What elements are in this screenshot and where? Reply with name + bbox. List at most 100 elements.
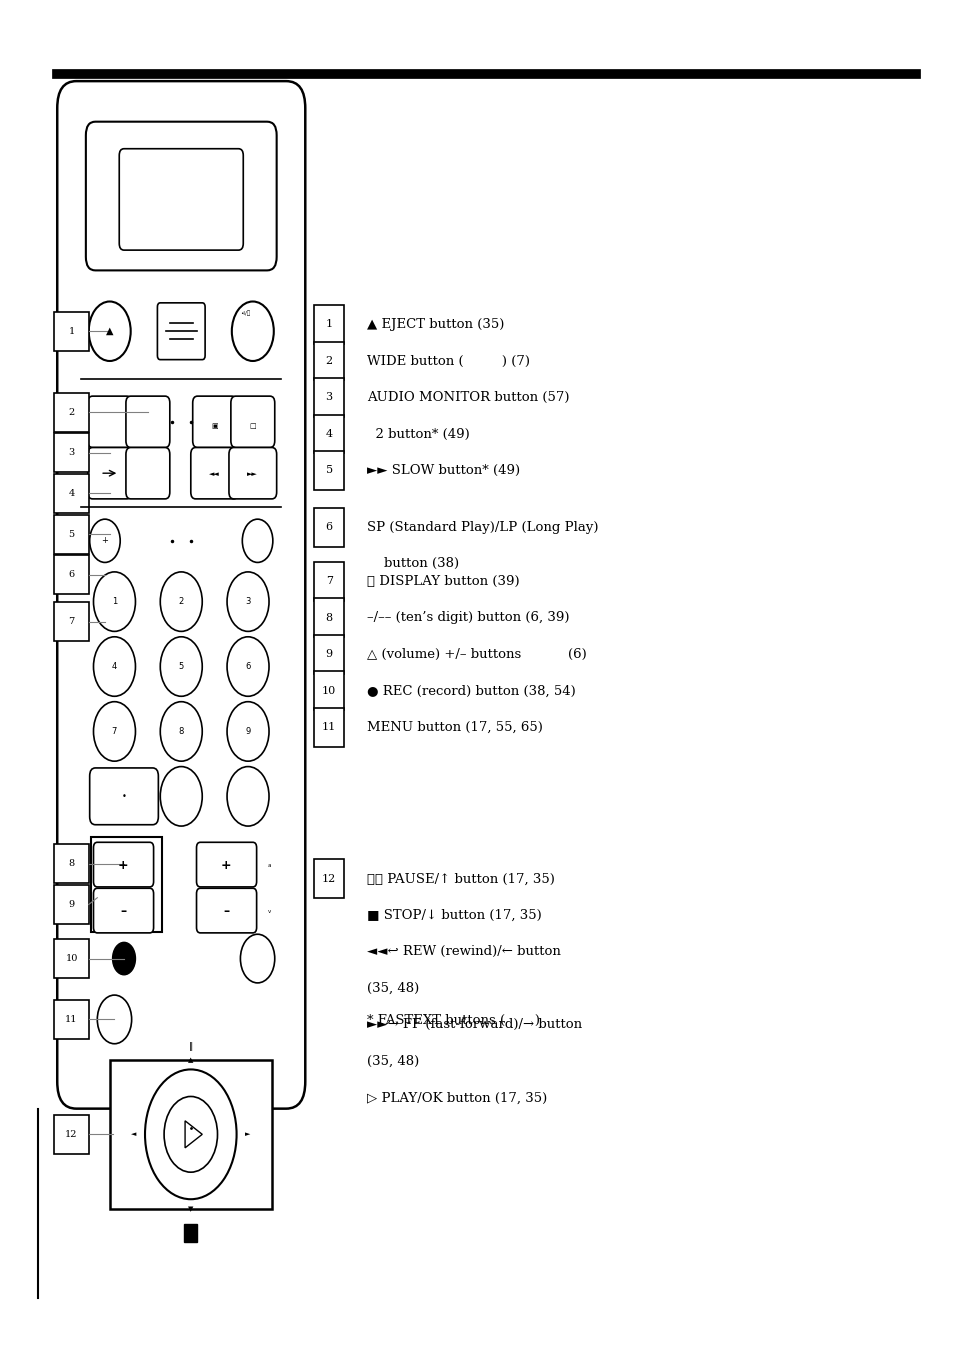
Text: 2: 2 bbox=[69, 408, 74, 416]
Circle shape bbox=[227, 572, 269, 631]
Text: 3: 3 bbox=[69, 449, 74, 457]
FancyBboxPatch shape bbox=[86, 122, 276, 270]
Text: 2: 2 bbox=[178, 598, 184, 606]
Text: WIDE button (         ) (7): WIDE button ( ) (7) bbox=[367, 354, 530, 368]
FancyBboxPatch shape bbox=[88, 396, 132, 448]
Circle shape bbox=[93, 572, 135, 631]
Polygon shape bbox=[184, 1224, 197, 1242]
Text: MENU button (17, 55, 65): MENU button (17, 55, 65) bbox=[367, 721, 542, 734]
FancyBboxPatch shape bbox=[314, 379, 344, 416]
Text: 6: 6 bbox=[245, 662, 251, 671]
FancyBboxPatch shape bbox=[314, 672, 344, 710]
FancyBboxPatch shape bbox=[54, 886, 89, 923]
FancyBboxPatch shape bbox=[314, 562, 344, 600]
FancyBboxPatch shape bbox=[54, 393, 89, 431]
Text: ►► SLOW button* (49): ►► SLOW button* (49) bbox=[367, 464, 520, 477]
FancyBboxPatch shape bbox=[196, 842, 256, 887]
Text: 9: 9 bbox=[325, 649, 333, 660]
Text: +: + bbox=[101, 537, 109, 545]
Text: △ (volume) +/– buttons           (6): △ (volume) +/– buttons (6) bbox=[367, 648, 586, 661]
FancyBboxPatch shape bbox=[93, 842, 153, 887]
Polygon shape bbox=[185, 1121, 202, 1148]
Circle shape bbox=[240, 934, 274, 983]
Text: –/–– (ten’s digit) button (6, 39): –/–– (ten’s digit) button (6, 39) bbox=[367, 611, 569, 625]
Text: 12: 12 bbox=[65, 1130, 78, 1138]
Circle shape bbox=[176, 1114, 205, 1155]
Text: AUDIO MONITOR button (57): AUDIO MONITOR button (57) bbox=[367, 391, 569, 404]
Text: ■ STOP/↓ button (17, 35): ■ STOP/↓ button (17, 35) bbox=[367, 909, 541, 922]
FancyBboxPatch shape bbox=[126, 396, 170, 448]
FancyBboxPatch shape bbox=[191, 448, 238, 499]
FancyBboxPatch shape bbox=[54, 312, 89, 350]
FancyBboxPatch shape bbox=[54, 1000, 89, 1038]
Text: ◄◄↩ REW (rewind)/← button: ◄◄↩ REW (rewind)/← button bbox=[367, 945, 560, 959]
FancyBboxPatch shape bbox=[54, 556, 89, 594]
Text: * FASTEXT buttons (       ): * FASTEXT buttons ( ) bbox=[367, 1014, 539, 1028]
Text: 1: 1 bbox=[325, 319, 333, 330]
Text: 4: 4 bbox=[69, 489, 74, 498]
Text: □: □ bbox=[250, 423, 255, 429]
FancyBboxPatch shape bbox=[229, 448, 276, 499]
Text: SP (Standard Play)/LP (Long Play): SP (Standard Play)/LP (Long Play) bbox=[367, 521, 598, 534]
Circle shape bbox=[227, 637, 269, 696]
FancyBboxPatch shape bbox=[193, 396, 236, 448]
Circle shape bbox=[160, 767, 202, 826]
Circle shape bbox=[227, 767, 269, 826]
Text: 3: 3 bbox=[245, 598, 251, 606]
Circle shape bbox=[232, 301, 274, 361]
Text: 5: 5 bbox=[178, 662, 184, 671]
Text: 8: 8 bbox=[178, 727, 184, 735]
Text: 3: 3 bbox=[325, 392, 333, 403]
Text: 11: 11 bbox=[322, 722, 335, 733]
Text: 6: 6 bbox=[325, 522, 333, 533]
Text: ►►: ►► bbox=[247, 472, 258, 477]
FancyBboxPatch shape bbox=[119, 149, 243, 250]
Text: ▲ EJECT button (35): ▲ EJECT button (35) bbox=[367, 318, 504, 331]
FancyBboxPatch shape bbox=[88, 448, 132, 499]
Circle shape bbox=[93, 637, 135, 696]
FancyBboxPatch shape bbox=[314, 452, 344, 489]
Text: (35, 48): (35, 48) bbox=[367, 1055, 419, 1068]
Circle shape bbox=[93, 702, 135, 761]
FancyBboxPatch shape bbox=[196, 888, 256, 933]
Text: 10: 10 bbox=[322, 685, 335, 696]
Circle shape bbox=[227, 702, 269, 761]
Text: ►►↪ FF (fast-forward)/→ button: ►►↪ FF (fast-forward)/→ button bbox=[367, 1018, 581, 1032]
FancyBboxPatch shape bbox=[231, 396, 274, 448]
FancyBboxPatch shape bbox=[90, 768, 158, 825]
Text: 2: 2 bbox=[325, 356, 333, 366]
FancyBboxPatch shape bbox=[126, 448, 170, 499]
FancyBboxPatch shape bbox=[314, 415, 344, 453]
Text: –: – bbox=[223, 904, 229, 918]
Circle shape bbox=[164, 1096, 217, 1172]
Text: ◄◄: ◄◄ bbox=[209, 472, 220, 477]
FancyBboxPatch shape bbox=[314, 635, 344, 673]
FancyBboxPatch shape bbox=[314, 708, 344, 746]
Text: 6: 6 bbox=[69, 571, 74, 579]
FancyBboxPatch shape bbox=[91, 837, 162, 932]
Text: ❚❚ PAUSE/↑ button (17, 35): ❚❚ PAUSE/↑ button (17, 35) bbox=[367, 872, 555, 886]
Circle shape bbox=[90, 519, 120, 562]
FancyBboxPatch shape bbox=[314, 306, 344, 343]
Text: 7: 7 bbox=[325, 576, 333, 587]
Circle shape bbox=[145, 1069, 236, 1199]
Text: ● REC (record) button (38, 54): ● REC (record) button (38, 54) bbox=[367, 684, 576, 698]
Text: 10: 10 bbox=[66, 955, 77, 963]
Text: (35, 48): (35, 48) bbox=[367, 982, 419, 995]
Text: 7: 7 bbox=[112, 727, 117, 735]
Circle shape bbox=[242, 519, 273, 562]
Text: 8: 8 bbox=[69, 860, 74, 868]
FancyBboxPatch shape bbox=[54, 515, 89, 553]
FancyBboxPatch shape bbox=[157, 303, 205, 360]
Text: 9: 9 bbox=[245, 727, 251, 735]
FancyBboxPatch shape bbox=[57, 81, 305, 1109]
Circle shape bbox=[89, 301, 131, 361]
Text: 1: 1 bbox=[112, 598, 117, 606]
Text: 5: 5 bbox=[325, 465, 333, 476]
Text: 9: 9 bbox=[69, 900, 74, 909]
Text: ◄: ◄ bbox=[131, 1132, 136, 1137]
Circle shape bbox=[160, 637, 202, 696]
FancyBboxPatch shape bbox=[54, 434, 89, 472]
Text: 2 button* (49): 2 button* (49) bbox=[367, 427, 470, 441]
FancyBboxPatch shape bbox=[314, 860, 344, 898]
